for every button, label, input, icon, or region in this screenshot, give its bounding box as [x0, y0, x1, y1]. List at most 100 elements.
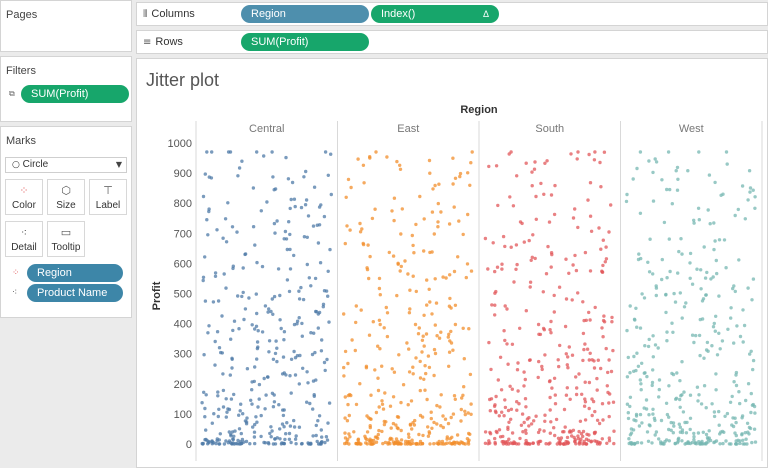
point-central[interactable]: [307, 276, 311, 280]
point-east[interactable]: [414, 442, 419, 446]
point-south[interactable]: [566, 355, 570, 359]
point-central[interactable]: [324, 435, 329, 439]
point-south[interactable]: [493, 303, 497, 307]
point-west[interactable]: [738, 401, 742, 406]
point-east[interactable]: [358, 230, 363, 234]
point-south[interactable]: [509, 245, 513, 249]
point-west[interactable]: [634, 368, 638, 373]
point-south[interactable]: [528, 285, 532, 289]
point-south[interactable]: [515, 368, 520, 372]
point-central[interactable]: [226, 201, 230, 205]
point-south[interactable]: [550, 386, 554, 390]
point-south[interactable]: [587, 406, 591, 411]
point-south[interactable]: [523, 397, 528, 401]
point-central[interactable]: [282, 425, 286, 429]
point-west[interactable]: [665, 330, 669, 334]
point-central[interactable]: [272, 400, 277, 404]
point-west[interactable]: [668, 269, 672, 274]
point-east[interactable]: [399, 232, 403, 236]
point-south[interactable]: [516, 361, 520, 365]
point-central[interactable]: [294, 434, 298, 438]
point-south[interactable]: [500, 267, 504, 271]
point-west[interactable]: [713, 239, 717, 243]
point-south[interactable]: [564, 352, 568, 356]
point-west[interactable]: [749, 391, 753, 396]
point-central[interactable]: [319, 349, 324, 353]
point-south[interactable]: [512, 280, 516, 284]
point-central[interactable]: [251, 425, 255, 429]
point-central[interactable]: [231, 437, 235, 442]
point-east[interactable]: [368, 442, 373, 446]
point-south[interactable]: [605, 441, 609, 445]
point-east[interactable]: [378, 347, 382, 351]
point-west[interactable]: [680, 252, 684, 256]
point-east[interactable]: [365, 267, 370, 272]
point-east[interactable]: [391, 395, 396, 399]
point-west[interactable]: [705, 340, 710, 345]
point-east[interactable]: [422, 217, 426, 221]
point-west[interactable]: [667, 415, 671, 419]
point-south[interactable]: [549, 319, 553, 324]
point-west[interactable]: [664, 292, 668, 297]
point-central[interactable]: [237, 413, 241, 417]
point-west[interactable]: [746, 286, 750, 290]
point-south[interactable]: [530, 255, 534, 259]
point-central[interactable]: [327, 320, 331, 324]
point-east[interactable]: [435, 441, 439, 445]
point-east[interactable]: [344, 195, 348, 199]
point-east[interactable]: [459, 419, 463, 423]
point-west[interactable]: [722, 238, 727, 242]
point-east[interactable]: [432, 420, 436, 425]
point-west[interactable]: [736, 438, 740, 442]
point-east[interactable]: [420, 350, 424, 354]
point-central[interactable]: [265, 200, 269, 204]
point-central[interactable]: [300, 441, 304, 446]
point-south[interactable]: [581, 429, 586, 434]
point-south[interactable]: [587, 433, 591, 437]
point-central[interactable]: [240, 294, 244, 299]
point-central[interactable]: [239, 402, 243, 406]
point-central[interactable]: [215, 437, 219, 441]
point-central[interactable]: [312, 331, 316, 335]
point-west[interactable]: [681, 410, 686, 414]
point-west[interactable]: [701, 297, 706, 301]
point-central[interactable]: [288, 232, 292, 237]
point-east[interactable]: [348, 228, 352, 232]
point-west[interactable]: [647, 270, 652, 274]
point-east[interactable]: [356, 438, 360, 442]
point-east[interactable]: [396, 441, 401, 445]
point-south[interactable]: [514, 243, 519, 247]
point-west[interactable]: [707, 429, 711, 433]
point-central[interactable]: [254, 324, 259, 328]
point-central[interactable]: [285, 247, 289, 252]
point-east[interactable]: [468, 372, 473, 377]
tooltip-button[interactable]: ▭ Tooltip: [47, 221, 85, 257]
point-central[interactable]: [217, 407, 221, 411]
point-east[interactable]: [365, 430, 370, 434]
point-central[interactable]: [282, 442, 286, 446]
point-east[interactable]: [435, 334, 439, 338]
point-south[interactable]: [601, 238, 605, 242]
point-east[interactable]: [422, 249, 426, 253]
point-east[interactable]: [381, 407, 386, 411]
point-west[interactable]: [748, 352, 752, 356]
point-west[interactable]: [721, 441, 725, 446]
point-central[interactable]: [313, 350, 317, 355]
point-central[interactable]: [281, 355, 286, 359]
point-west[interactable]: [675, 188, 680, 192]
point-south[interactable]: [577, 442, 582, 446]
point-east[interactable]: [432, 347, 437, 352]
point-east[interactable]: [381, 441, 385, 446]
point-central[interactable]: [251, 186, 256, 190]
point-central[interactable]: [224, 415, 228, 419]
point-west[interactable]: [696, 206, 701, 210]
columns-shelf[interactable]: ⦀ Columns Region Index() Δ: [136, 2, 768, 26]
point-central[interactable]: [269, 309, 273, 314]
point-east[interactable]: [343, 241, 347, 246]
color-button[interactable]: ⁘ Color: [5, 179, 43, 215]
point-central[interactable]: [271, 357, 276, 361]
point-central[interactable]: [262, 154, 266, 158]
point-west[interactable]: [651, 199, 656, 203]
point-south[interactable]: [503, 405, 508, 410]
point-central[interactable]: [229, 337, 233, 341]
